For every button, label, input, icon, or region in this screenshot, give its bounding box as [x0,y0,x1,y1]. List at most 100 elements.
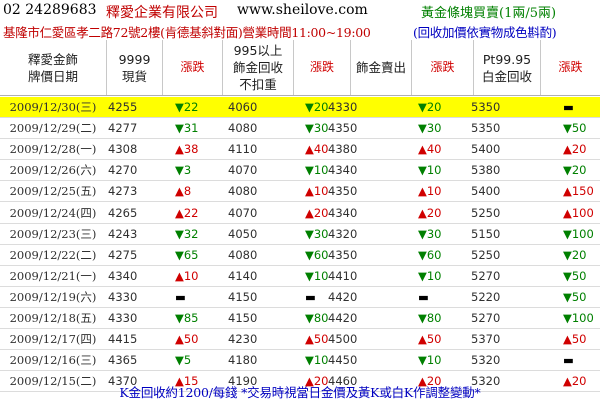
row-change2: ▼20 [305,100,329,114]
row-change1: ▼32 [175,226,199,241]
row-pt-price: 5270 [471,311,501,325]
row-change1: ▲22 [175,205,199,220]
row-change1: ▲15 [175,374,199,389]
row-change3: ▲20 [418,205,442,220]
row-date: 2009/12/19(六) [9,289,97,304]
row-change2: ▬ [305,289,316,304]
row-date: 2009/12/15(二) [9,374,97,389]
row-change3: ▼10 [418,268,442,283]
row-change3: ▲50 [418,332,442,347]
row-sell-price: 4340 [328,163,358,178]
row-change1: ▼22 [175,100,199,114]
row-recycle995-price: 4150 [228,311,258,325]
row-change2: ▼60 [305,247,329,262]
col-change2-label: 漲跌 [309,60,334,74]
website-link[interactable]: www.sheilove.com [237,2,368,18]
row-pt-price: 5250 [471,205,501,220]
row-change4: ▲20 [563,142,587,157]
row-9999-price: 4415 [108,332,138,347]
row-sell-price: 4450 [328,353,358,368]
gold-bar-notice: 黃金條塊買賣(1兩/5兩) [421,6,557,21]
row-pt-price: 5220 [471,289,501,304]
col-change2-header: 漲跌 [293,40,350,95]
row-date: 2009/12/23(三) [9,226,97,241]
row-change1: ▬ [175,289,186,304]
col-pt-header: Pt99.95 白金回收 [473,40,540,95]
top-header: 02 24289683 釋愛企業有限公司 www.sheilove.com 黃金… [0,0,600,21]
row-recycle995-price: 4190 [228,374,258,389]
row-sell-price: 4380 [328,142,358,157]
row-date: 2009/12/18(五) [9,311,97,325]
table-row: 2009/12/17(四) 4415 ▲50 4230 ▲50 4500 ▲50 5370 ▲5… [0,329,600,351]
row-change4: ▲150 [563,184,594,199]
row-change4: ▼100 [563,311,594,325]
table-row: 2009/12/18(五) 4330 ▼85 4150 ▼80 4420 ▼80 5270 ▼1… [0,308,600,329]
table-row: 2009/12/15(二) 4370 ▲15 4190 ▲20 4460 ▲20 5320 ▲2… [0,371,600,393]
row-change1: ▼3 [175,163,192,178]
table-row: 2009/12/29(二) 4277 ▼31 4080 ▼30 4350 ▼30 5350 ▼5… [0,118,600,140]
row-pt-price: 5380 [471,163,501,178]
table-row: 2009/12/26(六) 4270 ▼3 4070 ▼10 4340 ▼10 5380 ▼20 [0,160,600,182]
col-change1-header: 漲跌 [162,40,222,95]
row-change3: ▼30 [418,121,442,136]
table-row: 2009/12/16(三) 4365 ▼5 4180 ▼10 4450 ▼10 5320 ▬ [0,350,600,372]
row-change4: ▬ [563,353,574,368]
row-change1: ▼31 [175,121,199,136]
table-row: 2009/12/22(二) 4275 ▼65 4080 ▼60 4350 ▼60 5250 ▼2… [0,245,600,266]
col-9999-line1: 9999 [118,51,151,67]
col-sell-header: 飾金賣出 [350,40,411,95]
row-recycle995-price: 4150 [228,289,258,304]
row-recycle995-price: 4070 [228,205,258,220]
col-pt-line2: 白金回收 [481,68,532,84]
row-change3: ▼20 [418,100,442,114]
footer-note: K金回收約1200/每錢 *交易時視當日金價及黃K或白K作調整變動* [119,385,481,400]
col-sell-label: 飾金賣出 [355,60,406,75]
table-row: 2009/12/21(一) 4340 ▲10 4140 ▼10 4410 ▼10 5270 ▼5… [0,266,600,287]
row-pt-price: 5150 [471,226,501,241]
row-change3: ▼10 [418,353,442,368]
row-9999-price: 4330 [108,311,138,325]
table-row: 2009/12/25(五) 4273 ▲8 4080 ▲10 4350 ▲10 5400 ▲15… [0,181,600,203]
row-sell-price: 4500 [328,332,358,347]
row-change4: ▼50 [563,268,587,283]
row-9999-price: 4370 [108,374,138,389]
row-pt-price: 5400 [471,142,501,157]
row-9999-price: 4308 [108,142,138,157]
row-change4: ▲20 [563,374,587,389]
row-date: 2009/12/16(三) [9,353,97,368]
row-date: 2009/12/26(六) [9,163,97,178]
col-change4-header: 漲跌 [540,40,600,95]
row-sell-price: 4460 [328,374,358,389]
row-change3: ▼30 [418,226,442,241]
row-change2: ▼30 [305,226,329,241]
row-recycle995-price: 4080 [228,247,258,262]
col-recycle995-line1: 995以上 [233,43,283,58]
row-change3: ▼10 [418,163,442,178]
row-recycle995-price: 4080 [228,121,258,136]
row-change3: ▼80 [418,311,442,325]
col-9999-line2: 現貨 [121,68,147,84]
row-change4: ▲100 [563,205,594,220]
row-change2: ▼10 [305,353,329,368]
row-recycle995-price: 4180 [228,353,258,368]
company-name: 釋愛企業有限公司 [106,5,218,21]
row-9999-price: 4243 [108,226,138,241]
row-sell-price: 4320 [328,226,358,241]
row-recycle995-price: 4070 [228,163,258,178]
row-change1: ▼85 [175,311,199,325]
row-change1: ▲8 [175,184,192,199]
row-9999-price: 4273 [108,184,138,199]
row-pt-price: 5320 [471,374,501,389]
row-change1: ▲10 [175,268,199,283]
col-pt-line1: Pt99.95 [482,51,532,67]
row-change4: ▼50 [563,289,587,304]
col-change4-label: 漲跌 [558,60,583,74]
row-pt-price: 5350 [471,100,501,114]
table-header: 釋愛金飾 牌價日期 9999 現貨 漲跌 995以上 飾金回收 不扣重 漲跌 飾… [0,40,600,95]
col-recycle995-header: 995以上 飾金回收 不扣重 [222,40,293,95]
row-date: 2009/12/24(四) [9,205,97,220]
row-sell-price: 4410 [328,268,358,283]
col-date-header: 釋愛金飾 牌價日期 [0,40,106,95]
row-pt-price: 5370 [471,332,501,347]
row-date: 2009/12/29(二) [9,121,97,136]
